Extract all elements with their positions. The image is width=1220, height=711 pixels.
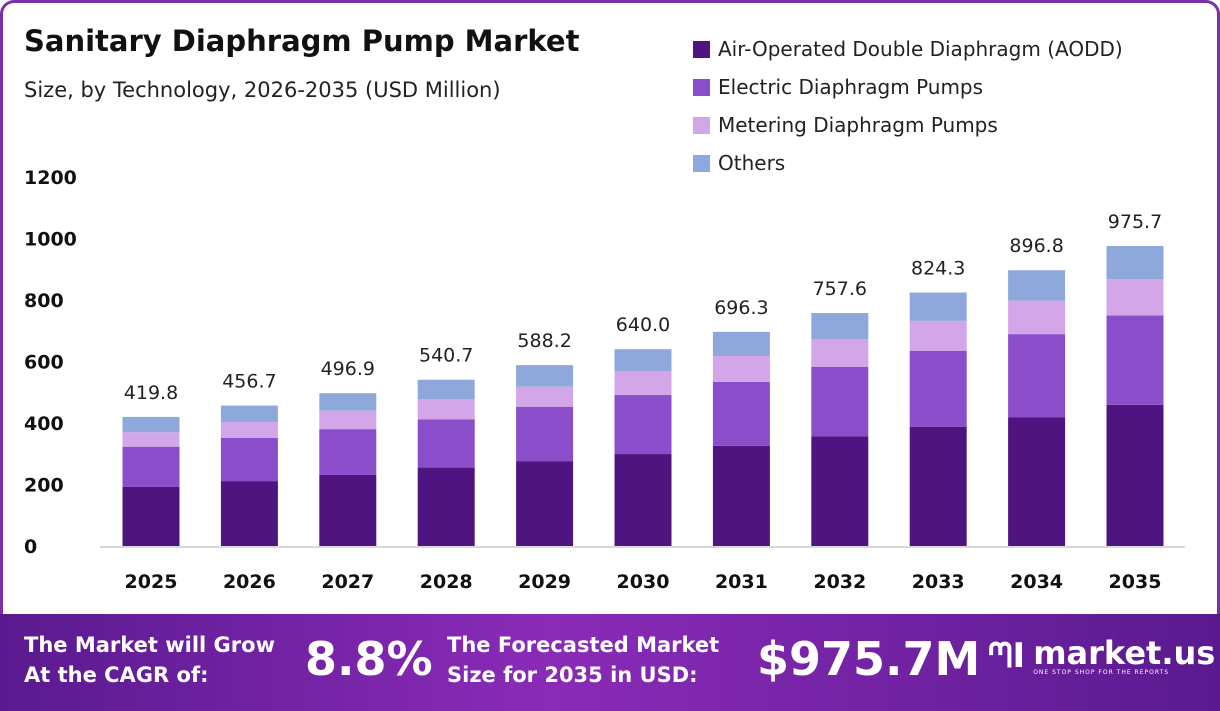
bar-segment [614,454,672,546]
bar-segment [909,320,967,351]
cagr-label: The Market will Grow At the CAGR of: [24,633,275,687]
brand-tagline: ONE STOP SHOP FOR THE REPORTS [1033,668,1170,676]
x-tick-label: 2033 [912,571,965,593]
total-label: 540.7 [419,345,473,367]
x-tick-label: 2034 [1010,571,1063,593]
legend-item: Others [693,144,1123,182]
bar-segment [319,410,377,430]
brand-name: market.us [1033,633,1216,672]
bar-segment [417,467,475,546]
bar-segment [516,386,574,407]
bar-segment [220,481,278,546]
total-label: 975.7 [1108,211,1162,233]
bar-segment [220,422,278,438]
bar-segment [1008,334,1066,418]
logo-icon: ᘉI [988,636,1026,676]
y-tick-label: 800 [24,290,64,312]
total-label: 496.9 [321,358,375,380]
bar-segment [1106,279,1164,316]
bar-segment [811,339,869,367]
total-label: 640.0 [616,314,670,336]
bar-segment [417,399,475,420]
bar-segment [614,349,672,372]
legend-swatch [693,154,710,172]
bar-segment [712,355,770,382]
y-tick-label: 600 [24,352,64,374]
legend-label: Air-Operated Double Diaphragm (AODD) [718,37,1123,61]
legend-label: Metering Diaphragm Pumps [718,113,998,137]
bar-segment [1106,404,1164,546]
x-tick-label: 2030 [617,571,670,593]
brand-logo: ᘉI market.us ONE STOP SHOP FOR THE REPOR… [988,636,1215,676]
bar-segment [122,416,180,433]
x-tick-label: 2029 [518,571,571,593]
x-tick-label: 2027 [321,571,374,593]
total-label: 896.8 [1009,235,1063,257]
bar-segment [220,437,278,482]
bar-segment [122,446,180,487]
total-label: 588.2 [517,330,571,352]
cagr-value: 8.8% [305,632,433,686]
x-tick-label: 2032 [813,571,866,593]
bar-segment [712,381,770,446]
chart-subtitle: Size, by Technology, 2026-2035 (USD Mill… [24,78,501,102]
forecast-label: The Forecasted Market Size for 2035 in U… [447,633,720,687]
chart-plot: 0 200 400 600 800 1000 1200 419.8 2025 456.7 2026 4… [24,167,1185,593]
bar-segment [319,393,377,411]
y-tick-label: 400 [24,413,64,435]
bar-segment [417,419,475,468]
x-tick-label: 2026 [223,571,276,593]
y-tick-label: 200 [24,475,64,497]
bar-segment [122,432,180,447]
legend-item: Metering Diaphragm Pumps [693,106,1123,144]
legend-swatch [693,116,710,134]
bar-segment [614,371,672,396]
y-tick-label: 1000 [24,229,77,251]
bar-segment [319,429,377,475]
total-label: 757.6 [813,278,867,300]
bar-segment [220,405,278,423]
bar-segment [712,331,770,356]
x-tick-label: 2031 [715,571,768,593]
bar-segment [614,395,672,455]
footer-banner: The Market will Grow At the CAGR of: 8.8… [0,614,1220,711]
legend-swatch [693,78,710,96]
bar-segment [1008,270,1066,301]
total-label: 824.3 [911,258,965,280]
bar-segment [811,366,869,437]
bar-segment [1008,417,1066,546]
bar-segment [909,350,967,427]
bar-segment [516,461,574,546]
chart-title: Sanitary Diaphragm Pump Market [24,24,580,58]
legend: Air-Operated Double Diaphragm (AODD) Ele… [693,30,1123,182]
bar-segment [516,365,574,387]
x-tick-label: 2035 [1109,571,1162,593]
bar-segment [811,313,869,340]
y-tick-label: 1200 [24,167,77,189]
legend-swatch [693,40,710,58]
bar-segment [909,426,967,546]
total-label: 696.3 [714,297,768,319]
bar-segment [1106,245,1164,280]
bar-segment [122,486,180,546]
legend-label: Others [718,151,786,175]
x-tick-label: 2028 [420,571,473,593]
bar-segment [811,436,869,546]
bar-segment [1106,315,1164,405]
bar-segment [516,406,574,462]
bar-segment [1008,300,1066,335]
y-tick-label: 0 [24,536,37,558]
total-label: 456.7 [222,371,276,393]
x-tick-label: 2025 [125,571,178,593]
bar-segment [417,379,475,400]
total-label: 419.8 [124,382,178,404]
bar-segment [712,445,770,546]
legend-item: Air-Operated Double Diaphragm (AODD) [693,30,1123,68]
bar-segment [909,292,967,321]
legend-label: Electric Diaphragm Pumps [718,75,984,99]
forecast-value: $975.7M [757,632,981,686]
legend-item: Electric Diaphragm Pumps [693,68,1123,106]
bar-segment [319,474,377,546]
